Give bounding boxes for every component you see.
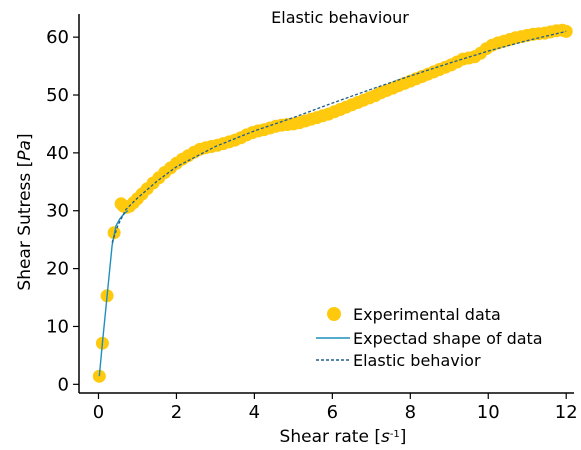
x-tick-label-0: 0 xyxy=(93,402,104,423)
x-tick-label-8: 8 xyxy=(405,402,416,423)
x-tick-label-10: 10 xyxy=(477,402,500,423)
x-ticks: 0 2 4 6 8 10 12 xyxy=(93,393,578,423)
y-axis-label: Shear Sutress [Pa] xyxy=(15,133,35,290)
y-tick-label-30: 30 xyxy=(46,201,69,222)
axes-layer xyxy=(78,14,574,394)
legend-label-expected: Expectad shape of data xyxy=(353,329,543,348)
y-tick-label-50: 50 xyxy=(46,85,69,106)
legend-marker-experimental xyxy=(327,307,341,321)
x-tick-label-2: 2 xyxy=(171,402,182,423)
x-tick-label-4: 4 xyxy=(249,402,260,423)
legend-label-elastic: Elastic behavior xyxy=(353,351,481,370)
y-tick-label-60: 60 xyxy=(46,27,69,48)
chart-title: Elastic behaviour xyxy=(271,8,409,27)
elastic-behavior-line xyxy=(111,30,567,243)
y-tick-label-0: 0 xyxy=(58,374,69,395)
y-tick-label-20: 20 xyxy=(46,259,69,280)
y-tick-label-10: 10 xyxy=(46,316,69,337)
plot-area: 0 2 4 6 8 10 12 0 10 20 30 40 50 60 xyxy=(46,14,578,423)
x-axis-label: Shear rate [s-1] xyxy=(280,427,407,447)
y-tick-label-40: 40 xyxy=(46,143,69,164)
y-ticks: 0 10 20 30 40 50 60 xyxy=(46,27,79,395)
x-tick-label-12: 12 xyxy=(555,402,578,423)
x-tick-label-6: 6 xyxy=(327,402,338,423)
legend-label-experimental: Experimental data xyxy=(353,305,501,324)
series-layer xyxy=(92,23,573,383)
legend: Experimental data Expectad shape of data… xyxy=(316,305,543,370)
